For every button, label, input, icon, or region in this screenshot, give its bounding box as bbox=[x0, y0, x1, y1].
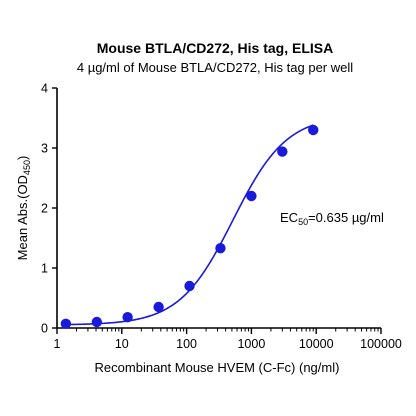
y-tick-label: 0 bbox=[41, 322, 48, 336]
y-axis-label: Mean Abs.(OD450) bbox=[15, 156, 32, 261]
y-tick-label: 2 bbox=[41, 202, 48, 216]
y-tick-label: 3 bbox=[41, 142, 48, 156]
data-point bbox=[215, 243, 226, 254]
x-tick-label: 1000 bbox=[237, 337, 265, 351]
x-tick-label: 100 bbox=[176, 337, 197, 351]
x-tick-label: 10000 bbox=[299, 337, 334, 351]
y-tick-label: 1 bbox=[41, 262, 48, 276]
data-point bbox=[91, 316, 103, 328]
x-axis-label: Recombinant Mouse HVEM (C-Fc) (ng/ml) bbox=[95, 360, 340, 375]
x-tick-label: 1 bbox=[54, 337, 61, 351]
y-tick-label: 4 bbox=[41, 82, 48, 96]
fit-curve bbox=[65, 124, 314, 326]
data-point bbox=[184, 280, 195, 292]
data-point bbox=[277, 146, 288, 157]
data-point bbox=[308, 124, 319, 136]
data-point bbox=[153, 301, 164, 313]
chart-title: Mouse BTLA/CD272, His tag, ELISA bbox=[97, 40, 333, 56]
data-point bbox=[246, 190, 257, 202]
data-point bbox=[122, 312, 133, 323]
fit-curve-layer bbox=[65, 124, 314, 326]
x-tick-label: 10 bbox=[115, 337, 129, 351]
ec50-annotation: EC50=0.635 µg/ml bbox=[280, 210, 384, 227]
x-tick-label: 100000 bbox=[360, 337, 402, 351]
chart-subtitle: 4 µg/ml of Mouse BTLA/CD272, His tag per… bbox=[77, 60, 353, 75]
data-point bbox=[60, 318, 72, 329]
data-points bbox=[60, 124, 319, 329]
